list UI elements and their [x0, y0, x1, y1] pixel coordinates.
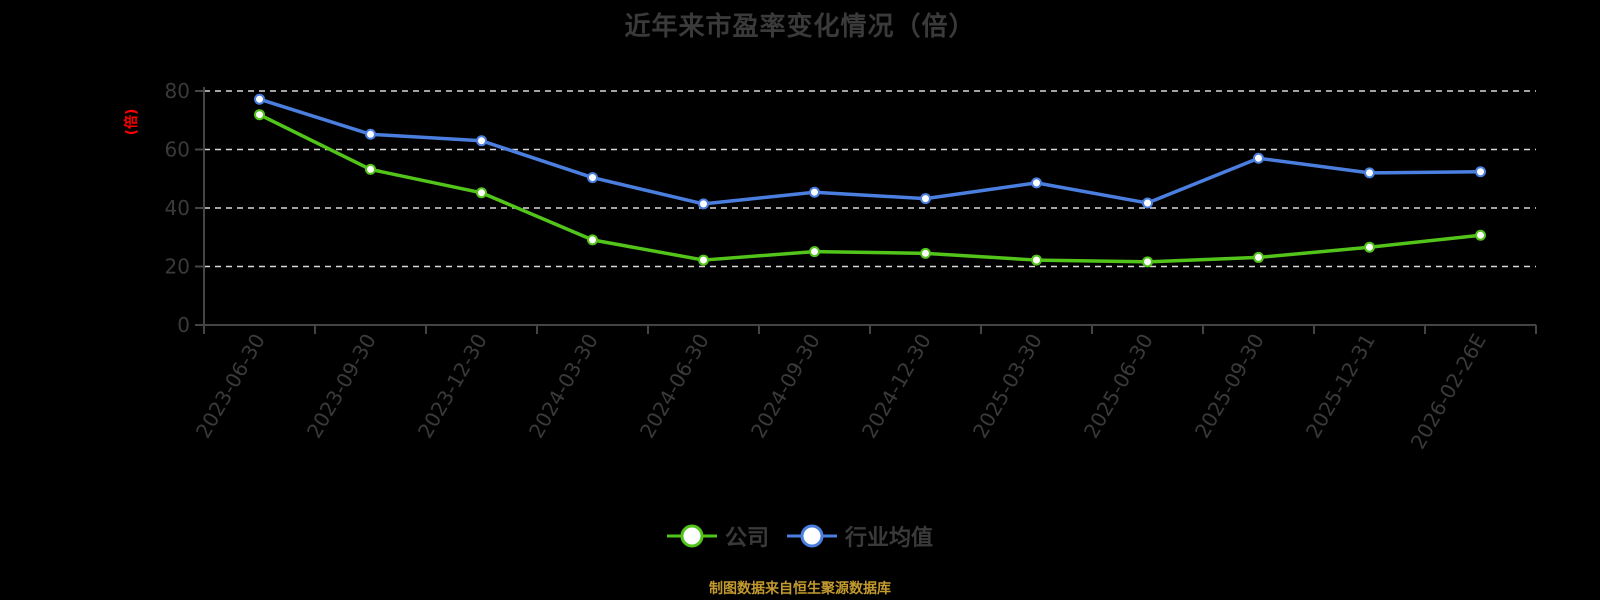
data-point[interactable] — [1475, 166, 1486, 178]
gridlines — [204, 90, 1536, 268]
y-tick-label: 40 — [165, 196, 190, 220]
data-point[interactable] — [920, 247, 931, 259]
data-point[interactable] — [1031, 177, 1042, 189]
legend-label-company: 公司 — [724, 526, 769, 551]
data-point[interactable] — [1142, 197, 1153, 209]
source-note: 制图数据来自恒生聚源数据库 — [709, 581, 891, 597]
x-tick-label: 2024-09-30 — [746, 330, 825, 443]
y-tick-label: 80 — [165, 79, 190, 103]
data-point[interactable] — [476, 135, 487, 147]
data-point[interactable] — [1142, 256, 1153, 268]
x-tick-label: 2025-12-31 — [1301, 330, 1380, 443]
series-industry — [254, 93, 1486, 210]
x-tick-label: 2023-12-30 — [413, 330, 492, 443]
x-tick-label: 2025-06-30 — [1079, 330, 1158, 443]
legend-label-industry: 行业均值 — [845, 526, 934, 551]
data-point[interactable] — [809, 246, 820, 258]
data-point[interactable] — [698, 198, 709, 210]
chart-title: 近年来市盈率变化情况（倍） — [624, 12, 976, 42]
series-group — [254, 93, 1486, 268]
legend-item-industry[interactable]: 行业均值 — [787, 520, 933, 552]
data-point[interactable] — [1253, 251, 1264, 263]
y-axis-label: (倍) — [123, 109, 140, 136]
x-axis: 2023-06-30 2023-09-30 2023-12-30 2024-03-30… — [191, 324, 1537, 454]
x-tick-label: 2025-09-30 — [1190, 330, 1269, 443]
data-point[interactable] — [365, 163, 376, 175]
data-point[interactable] — [1475, 229, 1486, 241]
legend-item-company[interactable]: 公司 — [666, 520, 769, 552]
data-point[interactable] — [587, 234, 598, 246]
data-point[interactable] — [254, 93, 265, 105]
x-tick-label: 2024-06-30 — [635, 330, 714, 443]
x-tick-label: 2023-09-30 — [302, 330, 381, 443]
x-tick-label: 2026-02-26E — [1406, 330, 1491, 454]
data-point[interactable] — [1253, 152, 1264, 164]
y-axis: 0 20 40 60 80 — [165, 79, 205, 337]
x-tick-label: 2024-12-30 — [857, 330, 936, 443]
y-tick-label: 60 — [165, 138, 190, 162]
y-tick-label: 0 — [177, 313, 190, 337]
data-point[interactable] — [1031, 254, 1042, 266]
data-point[interactable] — [254, 109, 265, 121]
x-tick-label: 2025-03-30 — [968, 330, 1047, 443]
data-point[interactable] — [920, 193, 931, 205]
y-tick-label: 20 — [165, 255, 190, 279]
data-point[interactable] — [698, 254, 709, 266]
legend-marker-industry-icon — [787, 524, 837, 548]
x-tick-label: 2024-03-30 — [524, 330, 603, 443]
series-company — [254, 109, 1486, 268]
data-point[interactable] — [1364, 241, 1375, 253]
x-tick-label: 2023-06-30 — [191, 330, 270, 443]
legend-marker-company-icon — [666, 524, 717, 548]
legend: 公司 行业均值 — [0, 520, 1600, 552]
data-point[interactable] — [809, 186, 820, 198]
data-point[interactable] — [587, 172, 598, 184]
data-point[interactable] — [365, 128, 376, 140]
data-point[interactable] — [1364, 167, 1375, 179]
data-point[interactable] — [476, 187, 487, 199]
